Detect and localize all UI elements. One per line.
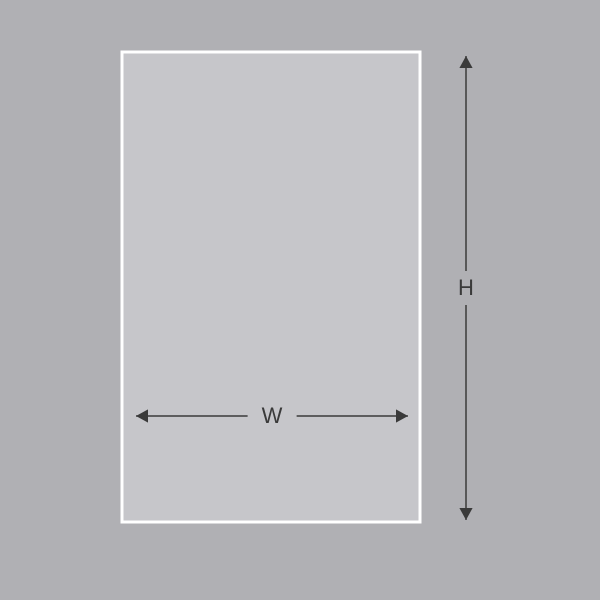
dimension-diagram: W H: [0, 0, 600, 600]
diagram-svg: [0, 0, 600, 600]
width-label: W: [248, 399, 297, 433]
height-label: H: [448, 271, 484, 305]
